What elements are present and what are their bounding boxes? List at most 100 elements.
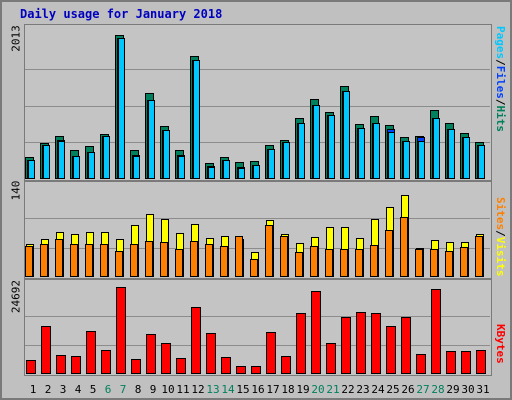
gridline (25, 142, 490, 143)
pages-bar-day-24 (373, 123, 380, 179)
day-label: 30 (461, 383, 475, 396)
kbytes-bar-day-5 (86, 331, 96, 374)
pages-bar-day-15 (238, 168, 245, 179)
kbytes-bar-day-11 (176, 358, 186, 374)
pages-bar-day-29 (448, 129, 455, 179)
gridline (25, 106, 490, 107)
kbytes-bar-day-28 (431, 289, 441, 374)
sites-bar-day-8 (130, 244, 138, 277)
pages-bar-day-28 (433, 118, 440, 179)
pages-bar-day-9 (148, 100, 155, 179)
sites-bar-day-14 (220, 246, 228, 277)
kbytes-bar-day-6 (101, 350, 111, 374)
sites-bar-day-9 (145, 241, 153, 277)
kbytes-bar-day-26 (401, 317, 411, 374)
day-label: 7 (119, 383, 127, 396)
kbytes-bar-day-17 (266, 332, 276, 374)
pages-bar-day-8 (133, 156, 140, 179)
day-label: 20 (311, 383, 325, 396)
legend-separator: / (494, 230, 507, 237)
pages-bar-day-12 (193, 60, 200, 179)
pages-bar-day-2 (43, 145, 50, 179)
kbytes-bar-day-25 (386, 326, 396, 374)
day-label: 4 (74, 383, 82, 396)
pages-bar-day-7 (118, 38, 125, 179)
day-label: 16 (251, 383, 265, 396)
visits-axis-max: 140 (9, 180, 23, 201)
kbytes-bar-day-3 (56, 355, 66, 374)
pages-bar-day-6 (103, 136, 110, 179)
sites-bar-day-15 (235, 236, 243, 277)
pages-bar-day-25 (388, 132, 395, 179)
kbytes-bar-day-1 (26, 360, 36, 374)
sites-bar-day-28 (430, 249, 438, 277)
sites-bar-day-1 (25, 246, 33, 277)
sites-bar-day-10 (160, 242, 168, 277)
sites-bar-day-4 (70, 244, 78, 277)
gridline (25, 345, 490, 346)
sites-bar-day-21 (325, 249, 333, 277)
sites-bar-day-22 (340, 249, 348, 277)
kbytes-bar-day-15 (236, 366, 246, 374)
sites-bar-day-20 (310, 246, 318, 277)
day-label: 15 (236, 383, 250, 396)
kbytes-axis-max: 24692 (9, 279, 23, 314)
sites-bar-day-13 (205, 244, 213, 277)
kbytes-bar-day-4 (71, 356, 81, 374)
day-label: 14 (221, 383, 235, 396)
chart-title: Daily usage for January 2018 (20, 7, 223, 21)
sites-bar-day-7 (115, 251, 123, 277)
pages-bar-day-21 (328, 115, 335, 179)
kbytes-bar-day-9 (146, 334, 156, 374)
pages-bar-day-23 (358, 128, 365, 179)
day-label: 23 (356, 383, 370, 396)
sites-bar-day-29 (445, 251, 453, 277)
day-label: 24 (371, 383, 385, 396)
pages-bar-day-27 (418, 141, 425, 179)
pages-bar-day-30 (463, 137, 470, 179)
day-label: 17 (266, 383, 280, 396)
kbytes-bar-day-12 (191, 307, 201, 374)
sites-bar-day-12 (190, 241, 198, 277)
pages-bar-day-5 (88, 152, 95, 179)
legend-sites: Sites (494, 197, 507, 231)
sites-bar-day-30 (460, 247, 468, 277)
kbytes-bar-day-31 (476, 350, 486, 374)
kbytes-bar-day-27 (416, 354, 426, 374)
legend-separator: / (494, 59, 507, 66)
kbytes-bar-day-16 (251, 366, 261, 374)
sites-bar-day-5 (85, 244, 93, 277)
day-label: 26 (401, 383, 415, 396)
sites-bar-day-6 (100, 244, 108, 277)
sites-bar-day-27 (415, 249, 423, 277)
pages-files-hits-legend: Pages/Files/Hits (494, 26, 507, 132)
sites-bar-day-25 (385, 230, 393, 277)
day-label: 12 (191, 383, 205, 396)
sites-bar-day-11 (175, 249, 183, 277)
kbytes-bar-day-7 (116, 287, 126, 374)
legend-visits: Visits (494, 236, 507, 277)
kbytes-bar-day-21 (326, 343, 336, 374)
kbytes-bar-day-22 (341, 317, 351, 374)
day-label: 10 (161, 383, 175, 396)
kbytes-bar-day-29 (446, 351, 456, 374)
day-label: 2 (44, 383, 52, 396)
day-label: 5 (89, 383, 97, 396)
pages-bar-day-31 (478, 145, 485, 179)
day-label: 11 (176, 383, 190, 396)
sites-bar-day-16 (250, 259, 258, 277)
legend-pages: Pages (494, 26, 507, 60)
sites-bar-day-24 (370, 245, 378, 277)
pages-bar-day-10 (163, 130, 170, 179)
kbytes-bar-day-13 (206, 333, 216, 374)
kbytes-bar-day-10 (161, 343, 171, 374)
kbytes-bar-day-23 (356, 312, 366, 374)
pages-bar-day-18 (283, 142, 290, 179)
day-label: 18 (281, 383, 295, 396)
kbytes-bar-day-19 (296, 313, 306, 374)
sites-bar-day-2 (40, 244, 48, 277)
hits-axis-max: 2013 (9, 25, 23, 52)
sites-bar-day-31 (475, 236, 483, 277)
pages-bar-day-1 (28, 160, 35, 179)
sites-bar-day-26 (400, 217, 408, 277)
